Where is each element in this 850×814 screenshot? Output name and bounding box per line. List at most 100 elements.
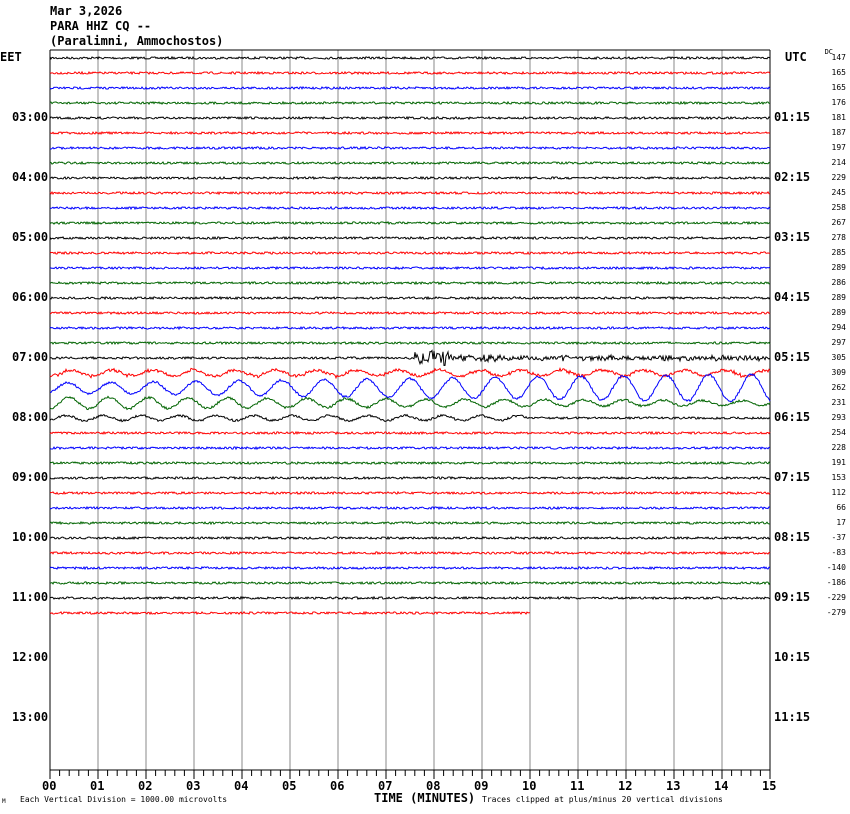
x-tick-label: 00 [42,779,57,793]
seismic-trace [49,70,771,76]
seismic-trace [49,295,771,301]
right-hour-label: 11:15 [774,710,811,724]
dc-offset-label: 231 [831,398,846,407]
seismic-trace [49,475,771,481]
seismic-trace [49,310,771,316]
dc-offset-label: 297 [831,338,846,347]
seismic-trace [49,265,771,271]
seismic-trace [49,490,771,496]
x-tick-label: 07 [378,779,393,793]
dc-offset-label: 262 [831,383,846,392]
location-label: (Paralimni, Ammochostos) [50,34,224,48]
right-zone-label: UTC [785,50,807,64]
seismic-trace [49,235,771,241]
dc-offset-label: 229 [831,173,846,182]
right-hour-label: 09:15 [774,590,811,604]
left-hour-label: 07:00 [12,350,49,364]
dc-offset-label: 289 [831,293,846,302]
seismic-trace [49,145,771,151]
x-tick-label: 13 [666,779,681,793]
seismic-trace [50,205,771,211]
seismic-trace [49,550,771,556]
right-hour-label: 06:15 [774,410,811,424]
dc-offset-label: 187 [831,128,846,137]
dc-offset-label: 191 [831,458,846,467]
left-hour-label: 13:00 [12,710,49,724]
dc-label: DC [824,48,833,56]
right-hour-label: 05:15 [774,350,811,364]
seismic-trace [49,341,771,346]
seismic-trace [49,460,771,466]
x-tick-label: 14 [714,779,729,793]
x-axis-label: TIME (MINUTES) [374,791,476,805]
seismic-trace [49,280,771,286]
dc-offset-label: 214 [831,158,846,167]
dc-offset-label: 228 [831,443,846,452]
dc-offset-label: 285 [831,248,846,257]
dc-offset-label: 294 [831,323,846,332]
seismic-trace [49,373,771,403]
dc-offset-label: 165 [831,83,846,92]
seismic-trace [49,160,771,166]
left-hour-label: 12:00 [12,650,49,664]
dc-offset-label: -186 [826,578,846,587]
seismic-trace [49,610,531,616]
seismic-trace [49,100,771,106]
right-hour-label: 02:15 [774,170,811,184]
scale-note: Each Vertical Division = 1000.00 microvo… [20,795,228,804]
x-tick-label: 02 [138,779,153,793]
right-hour-label: 01:15 [774,110,811,124]
dc-offset-label: 181 [831,113,846,122]
dc-offset-label: 112 [831,488,846,497]
x-tick-label: 05 [282,779,297,793]
seismic-trace [49,325,771,331]
x-tick-label: 06 [330,779,345,793]
x-tick-label: 03 [186,779,201,793]
station-label: PARA HHZ CQ -- [50,19,152,33]
dc-offset-label: 176 [831,98,846,107]
left-hour-label: 11:00 [12,590,49,604]
seismic-trace [49,175,771,181]
seismic-trace [49,115,771,121]
right-hour-label: 03:15 [774,230,811,244]
left-hour-label: 06:00 [12,290,49,304]
seismic-trace [49,413,771,423]
seismic-trace [49,190,771,196]
dc-offset-label: 309 [831,368,846,377]
x-tick-label: 11 [570,779,585,793]
left-hour-label: 03:00 [12,110,49,124]
dc-offset-label: 147 [831,53,846,62]
dc-offset-label: -37 [831,533,846,542]
seismic-trace [50,580,771,586]
x-tick-label: 04 [234,779,249,793]
dc-offset-label: 267 [831,218,846,227]
seismic-trace [49,349,771,367]
seismic-trace [49,505,771,511]
corner-mark: M [2,798,6,805]
date-label: Mar 3,2026 [50,4,123,18]
seismic-trace [49,366,771,380]
dc-offset-label: 289 [831,308,846,317]
left-hour-label: 08:00 [12,410,49,424]
x-tick-label: 08 [426,779,441,793]
x-tick-label: 01 [90,779,105,793]
seismic-trace [49,250,771,256]
seismic-trace [49,395,771,411]
right-hour-label: 04:15 [774,290,811,304]
dc-offset-label: 165 [831,68,846,77]
dc-offset-label: 293 [831,413,846,422]
seismic-trace [49,565,771,571]
right-hour-label: 08:15 [774,530,811,544]
left-hour-label: 09:00 [12,470,49,484]
seismic-trace [49,595,771,601]
seismic-trace [49,85,771,90]
right-hour-label: 07:15 [774,470,811,484]
dc-offset-label: 153 [831,473,846,482]
dc-offset-label: 278 [831,233,846,242]
seismic-trace [49,430,771,436]
seismic-trace [49,520,771,526]
dc-offset-label: 17 [836,518,846,527]
dc-offset-label: 289 [831,263,846,272]
